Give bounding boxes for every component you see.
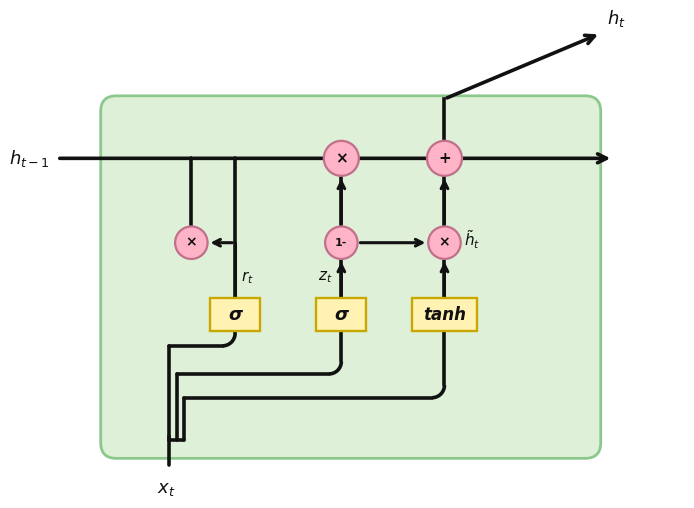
Circle shape xyxy=(428,227,461,259)
Circle shape xyxy=(427,141,462,176)
Circle shape xyxy=(175,227,208,259)
Text: $h_{t-1}$: $h_{t-1}$ xyxy=(9,148,49,169)
Text: $\tilde{h}_t$: $\tilde{h}_t$ xyxy=(464,228,481,251)
Text: ×: × xyxy=(185,236,197,250)
Text: σ: σ xyxy=(228,306,242,324)
FancyBboxPatch shape xyxy=(210,298,260,331)
Text: ×: × xyxy=(439,236,450,250)
Text: $h_t$: $h_t$ xyxy=(607,8,626,29)
Text: tanh: tanh xyxy=(423,306,466,324)
Text: $z_t$: $z_t$ xyxy=(318,269,332,284)
FancyBboxPatch shape xyxy=(101,96,601,458)
Text: +: + xyxy=(438,151,451,166)
FancyBboxPatch shape xyxy=(316,298,366,331)
Circle shape xyxy=(324,141,359,176)
FancyBboxPatch shape xyxy=(412,298,477,331)
Circle shape xyxy=(325,227,357,259)
Text: ×: × xyxy=(335,151,348,166)
Text: 1-: 1- xyxy=(335,238,348,248)
Text: σ: σ xyxy=(335,306,348,324)
Text: $x_t$: $x_t$ xyxy=(157,480,176,498)
Text: $r_t$: $r_t$ xyxy=(242,269,254,285)
